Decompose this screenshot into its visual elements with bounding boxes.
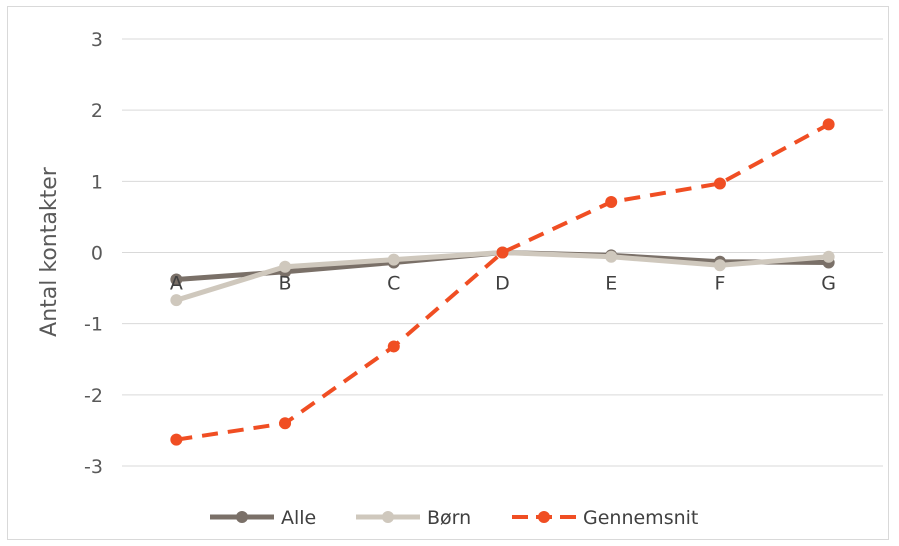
x-tick-labels: A B C D E F G bbox=[170, 273, 836, 295]
y-tick-label: -2 bbox=[84, 385, 103, 407]
legend-label-born: Børn bbox=[427, 507, 471, 529]
x-tick-label: E bbox=[605, 273, 617, 295]
data-point-born bbox=[713, 259, 726, 272]
data-point-alle bbox=[170, 273, 183, 286]
data-point-gennemsnit bbox=[496, 246, 509, 259]
y-tick-label: 3 bbox=[91, 29, 103, 51]
legend-marker-alle bbox=[236, 511, 248, 523]
x-tick-label: B bbox=[279, 273, 292, 295]
data-point-gennemsnit bbox=[279, 417, 292, 430]
legend-marker-born bbox=[382, 511, 394, 523]
legend-label-alle: Alle bbox=[281, 507, 316, 529]
data-point-gennemsnit bbox=[822, 118, 835, 131]
data-point-gennemsnit bbox=[713, 177, 726, 190]
y-tick-label: 2 bbox=[91, 100, 103, 122]
x-tick-label: D bbox=[495, 273, 510, 295]
data-point-gennemsnit bbox=[387, 340, 400, 353]
legend-item-alle: Alle bbox=[210, 507, 316, 529]
x-tick-label: G bbox=[821, 273, 836, 295]
legend: Alle Børn Gennemsnit bbox=[210, 507, 698, 529]
y-axis-label: Antal kontakter bbox=[37, 166, 62, 337]
legend-item-gennemsnit: Gennemsnit bbox=[512, 507, 698, 529]
legend-item-born: Børn bbox=[356, 507, 471, 529]
data-point-born bbox=[605, 250, 618, 263]
y-tick-label: -3 bbox=[84, 456, 103, 478]
data-point-gennemsnit bbox=[605, 195, 618, 208]
x-tick-label: C bbox=[387, 273, 400, 295]
y-tick-label: 0 bbox=[91, 243, 103, 265]
data-point-gennemsnit bbox=[170, 433, 183, 446]
gridlines bbox=[122, 38, 883, 467]
y-tick-label: 1 bbox=[91, 171, 103, 193]
x-tick-label: A bbox=[170, 273, 183, 295]
data-point-born bbox=[170, 294, 183, 307]
legend-marker-gennemsnit bbox=[538, 511, 550, 523]
x-tick-label: F bbox=[714, 273, 725, 295]
series-gennemsnit bbox=[170, 118, 835, 446]
y-tick-labels: 3 2 1 0 -1 -2 -3 bbox=[84, 29, 103, 478]
data-point-born bbox=[279, 260, 292, 273]
y-tick-label: -1 bbox=[84, 314, 103, 336]
legend-label-gennemsnit: Gennemsnit bbox=[583, 507, 698, 529]
data-point-born bbox=[387, 253, 400, 266]
series-lines bbox=[170, 118, 835, 446]
data-point-born bbox=[822, 250, 835, 263]
chart-frame bbox=[7, 6, 889, 540]
